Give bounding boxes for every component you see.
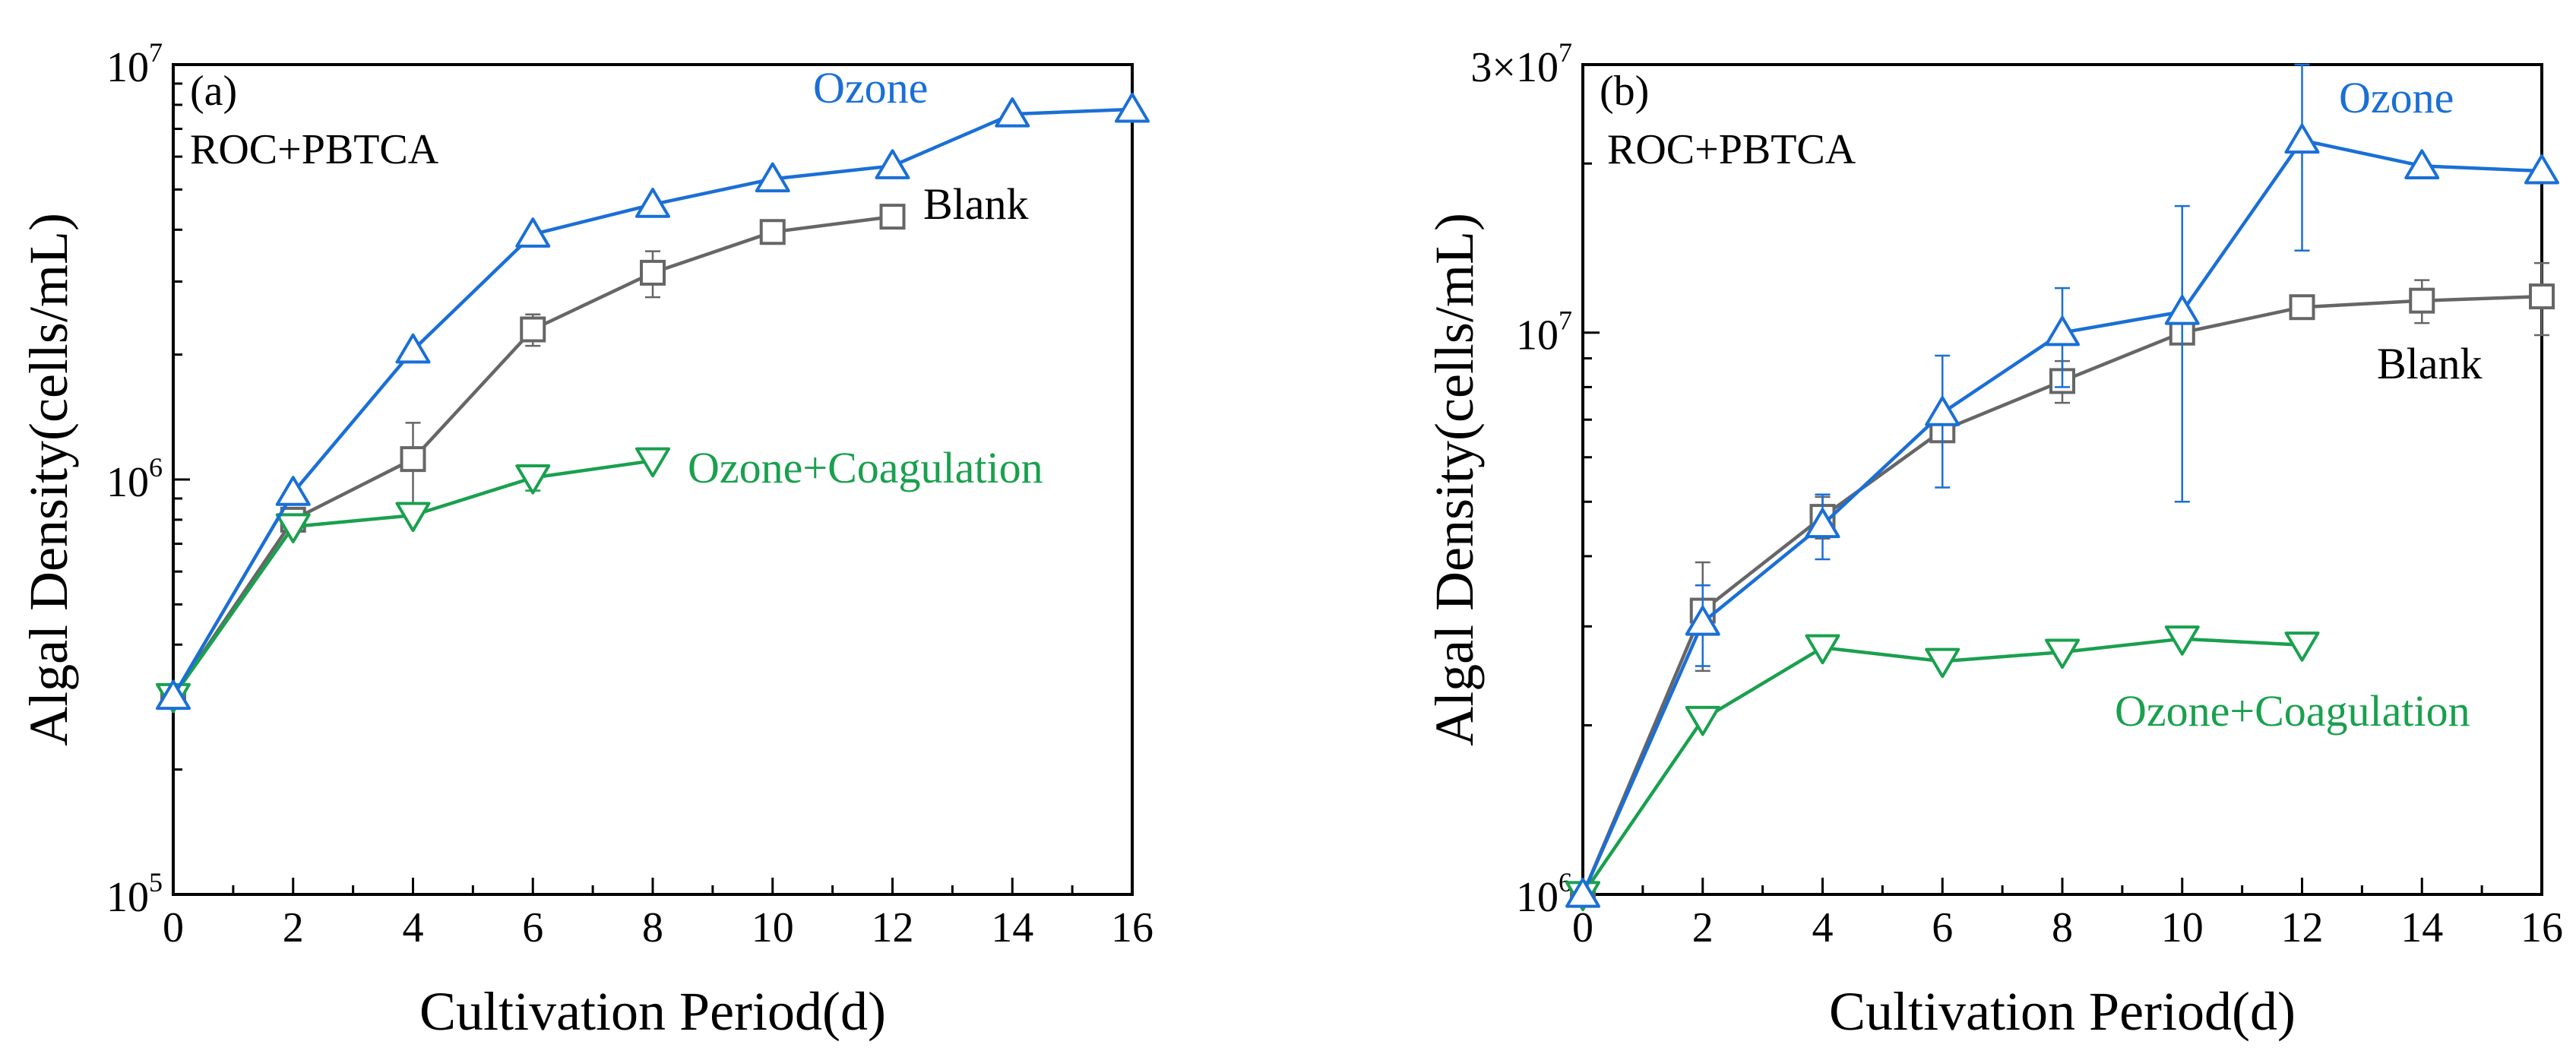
series-label-ozone-b: Ozone xyxy=(2339,73,2454,122)
ticks-b xyxy=(1581,63,2543,896)
x-tick-labels-b: 0 2 4 6 8 10 12 14 16 xyxy=(1572,904,2563,951)
series-line xyxy=(1581,138,2543,895)
data-point xyxy=(2289,294,2315,321)
series-ozone-coagulation-a xyxy=(156,447,670,714)
data-point xyxy=(1115,92,1150,123)
y-axis-title-b: Algal Density(cells/mL) xyxy=(1424,213,1485,746)
y-tick-label: 3×107 xyxy=(1470,37,1572,91)
series-label-ozone-a: Ozone xyxy=(813,63,928,112)
data-point xyxy=(2529,283,2555,310)
data-point xyxy=(635,447,670,478)
x-tick-label: 12 xyxy=(872,904,914,951)
x-tick-label: 10 xyxy=(752,904,794,951)
data-point xyxy=(275,476,311,506)
data-point xyxy=(395,333,431,364)
data-point xyxy=(1685,705,1720,736)
data-point xyxy=(2284,631,2320,662)
annotation-b: ROC+PBTCA xyxy=(1607,126,1856,173)
data-point xyxy=(1925,396,1960,426)
data-point xyxy=(395,502,431,533)
x-tick-label: 2 xyxy=(1692,904,1714,951)
x-tick-label: 6 xyxy=(1932,904,1953,951)
x-tick-label: 2 xyxy=(283,904,304,951)
x-tick-labels-a: 0 2 4 6 8 10 12 14 16 xyxy=(163,904,1154,951)
data-point xyxy=(759,219,786,245)
series-label-ozone-coagulation-a: Ozone+Coagulation xyxy=(688,443,1043,492)
data-point xyxy=(275,513,311,543)
series-ozone-a xyxy=(156,92,1150,711)
data-point xyxy=(755,162,790,193)
data-point xyxy=(640,259,666,286)
y-tick-labels-a: 105 106 107 xyxy=(106,37,163,921)
y-tick-label: 106 xyxy=(106,452,163,506)
series-group-a xyxy=(156,92,1150,714)
y-tick-label: 107 xyxy=(106,37,163,91)
x-tick-label: 14 xyxy=(2400,904,2443,951)
y-tick-labels-b: 106 107 3×107 xyxy=(1470,37,1572,921)
data-point xyxy=(995,97,1030,128)
y-tick-label: 105 xyxy=(106,867,163,921)
data-point xyxy=(879,204,906,230)
data-point xyxy=(1925,647,1960,679)
y-tick-label: 106 xyxy=(1516,867,1572,921)
x-tick-label: 16 xyxy=(1111,904,1154,951)
data-point xyxy=(1685,605,1720,636)
x-tick-label: 16 xyxy=(2521,904,2563,951)
x-tick-label: 8 xyxy=(642,904,663,951)
x-tick-label: 4 xyxy=(1812,904,1834,951)
data-point xyxy=(1805,508,1840,539)
x-tick-label: 4 xyxy=(403,904,424,951)
data-point xyxy=(2164,625,2200,656)
series-label-blank-b: Blank xyxy=(2377,339,2483,388)
data-point xyxy=(2284,123,2320,154)
annotation-a: ROC+PBTCA xyxy=(190,126,439,173)
x-tick-label: 12 xyxy=(2281,904,2324,951)
data-point xyxy=(2404,149,2440,180)
data-point xyxy=(156,679,191,711)
data-point xyxy=(515,217,551,248)
series-ozone-b xyxy=(1565,63,2559,908)
x-tick-label: 6 xyxy=(522,904,543,951)
data-point xyxy=(2524,154,2559,185)
x-tick-label: 10 xyxy=(2161,904,2204,951)
data-point xyxy=(520,316,546,343)
data-point xyxy=(875,149,910,179)
error-bar xyxy=(2294,63,2310,252)
panel-a: 0 2 4 6 8 10 12 14 16 105 106 107 (a) ROC+PBTCA Oz… xyxy=(18,37,1154,1042)
error-bar xyxy=(2174,204,2190,503)
data-point xyxy=(515,464,551,495)
data-point xyxy=(2409,287,2435,314)
ticks-a xyxy=(172,63,1134,896)
panel-label-b: (b) xyxy=(1600,68,1649,115)
x-axis-title-b: Cultivation Period(d) xyxy=(1829,981,2296,1042)
data-point xyxy=(2045,638,2080,669)
x-tick-label: 8 xyxy=(2052,904,2073,951)
y-tick-label: 107 xyxy=(1516,305,1572,359)
data-point xyxy=(400,446,426,473)
data-point xyxy=(2045,315,2080,347)
series-label-blank-a: Blank xyxy=(923,179,1029,229)
series-label-ozone-coagulation-b: Ozone+Coagulation xyxy=(2115,686,2470,736)
series-group-b xyxy=(1565,63,2559,911)
panel-label-a: (a) xyxy=(190,68,237,115)
x-tick-label: 14 xyxy=(991,904,1033,951)
data-point xyxy=(1565,878,1600,908)
data-point xyxy=(1805,634,1840,665)
x-tick-label: 0 xyxy=(163,904,184,951)
data-point xyxy=(2164,295,2200,325)
x-axis-title-a: Cultivation Period(d) xyxy=(419,981,886,1042)
data-point xyxy=(635,188,670,218)
x-tick-label: 0 xyxy=(1572,904,1593,951)
y-axis-title-a: Algal Density(cells/mL) xyxy=(18,213,79,746)
plot-frame-b xyxy=(1581,63,2543,896)
